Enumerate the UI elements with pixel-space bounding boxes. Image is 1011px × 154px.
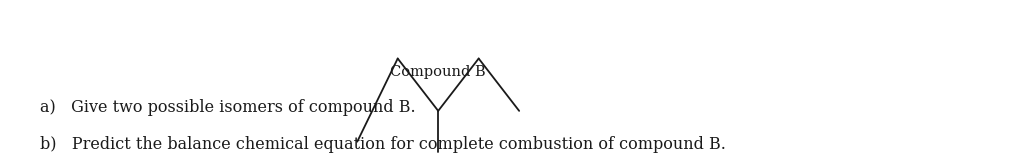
Text: Compound B: Compound B — [390, 65, 485, 79]
Text: a)   Give two possible isomers of compound B.: a) Give two possible isomers of compound… — [40, 99, 416, 116]
Text: b)   Predict the balance chemical equation for complete combustion of compound B: b) Predict the balance chemical equation… — [40, 136, 726, 153]
